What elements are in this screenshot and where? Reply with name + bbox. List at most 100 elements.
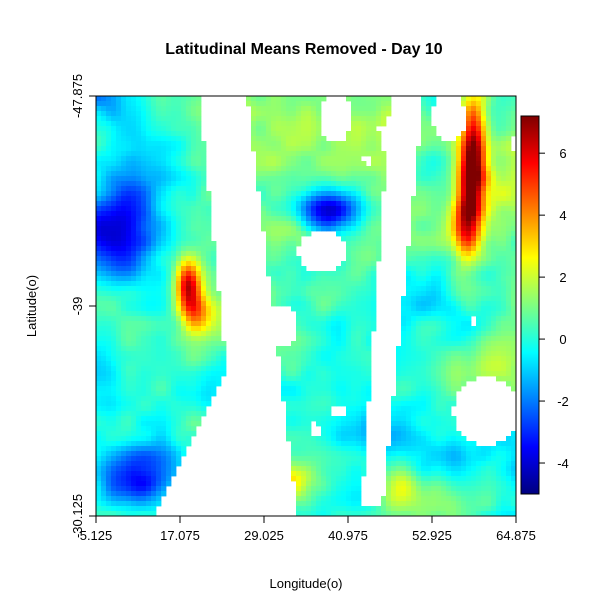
heatmap-cell	[426, 316, 432, 322]
heatmap-cell	[416, 451, 422, 457]
heatmap-cell	[471, 126, 477, 132]
heatmap-cell	[301, 326, 307, 332]
heatmap-cell	[411, 306, 417, 312]
heatmap-cell	[291, 146, 297, 152]
heatmap-cell	[321, 206, 327, 212]
heatmap-cell	[181, 226, 187, 232]
heatmap-cell	[346, 196, 352, 202]
heatmap-cell	[446, 501, 452, 507]
heatmap-cell	[481, 241, 487, 247]
heatmap-cell	[156, 306, 162, 312]
heatmap-cell	[176, 381, 182, 387]
heatmap-cell	[111, 126, 117, 132]
heatmap-cell	[101, 211, 107, 217]
heatmap-cell	[436, 471, 442, 477]
heatmap-cell	[371, 96, 377, 102]
heatmap-cell	[346, 396, 352, 402]
heatmap-cell	[306, 431, 312, 437]
heatmap-cell	[186, 291, 192, 297]
heatmap-cell	[196, 421, 202, 427]
heatmap-cell	[111, 451, 117, 457]
heatmap-cell	[506, 111, 512, 117]
heatmap-cell	[446, 486, 452, 492]
heatmap-cell	[511, 191, 517, 197]
heatmap-cell	[321, 306, 327, 312]
heatmap-cell	[486, 256, 492, 262]
heatmap-cell	[411, 231, 417, 237]
heatmap-cell	[296, 286, 302, 292]
heatmap-cell	[286, 351, 292, 357]
heatmap-cell	[106, 501, 112, 507]
heatmap-cell	[286, 421, 292, 427]
heatmap-cell	[126, 371, 132, 377]
heatmap-cell	[171, 451, 177, 457]
heatmap-cell	[481, 161, 487, 167]
heatmap-cell	[376, 116, 382, 122]
heatmap-cell	[331, 471, 337, 477]
heatmap-cell	[96, 441, 102, 447]
heatmap-cell	[146, 491, 152, 497]
heatmap-cell	[101, 301, 107, 307]
heatmap-cell	[101, 121, 107, 127]
heatmap-cell	[426, 456, 432, 462]
heatmap-cell	[171, 301, 177, 307]
heatmap-cell	[366, 316, 372, 322]
heatmap-cell	[421, 311, 427, 317]
heatmap-cell	[476, 291, 482, 297]
heatmap-cell	[151, 356, 157, 362]
heatmap-cell	[146, 186, 152, 192]
heatmap-cell	[261, 166, 267, 172]
heatmap-cell	[116, 226, 122, 232]
heatmap-cell	[511, 236, 517, 242]
heatmap-cell	[511, 366, 517, 372]
heatmap-cell	[141, 136, 147, 142]
heatmap-cell	[126, 386, 132, 392]
heatmap-cell	[481, 226, 487, 232]
heatmap-cell	[151, 376, 157, 382]
heatmap-cell	[106, 171, 112, 177]
heatmap-cell	[136, 316, 142, 322]
heatmap-cell	[201, 281, 207, 287]
heatmap-cell	[146, 171, 152, 177]
heatmap-cell	[126, 221, 132, 227]
heatmap-cell	[146, 341, 152, 347]
heatmap-cell	[476, 461, 482, 467]
heatmap-cell	[416, 386, 422, 392]
heatmap-cell	[376, 216, 382, 222]
heatmap-cell	[466, 241, 472, 247]
heatmap-cell	[436, 231, 442, 237]
heatmap-cell	[466, 226, 472, 232]
heatmap-cell	[376, 221, 382, 227]
heatmap-cell	[416, 146, 422, 152]
heatmap-cell	[366, 286, 372, 292]
heatmap-cell	[451, 491, 457, 497]
heatmap-cell	[366, 136, 372, 142]
heatmap-cell	[411, 291, 417, 297]
heatmap-cell	[166, 431, 172, 437]
heatmap-cell	[121, 481, 127, 487]
heatmap-cell	[106, 371, 112, 377]
heatmap-cell	[211, 336, 217, 342]
heatmap-cell	[111, 211, 117, 217]
heatmap-cell	[121, 401, 127, 407]
heatmap-cell	[356, 471, 362, 477]
heatmap-cell	[166, 266, 172, 272]
heatmap-cell	[266, 151, 272, 157]
heatmap-cell	[366, 221, 372, 227]
heatmap-cell	[416, 436, 422, 442]
heatmap-cell	[431, 466, 437, 472]
heatmap-cell	[461, 196, 467, 202]
heatmap-cell	[311, 281, 317, 287]
heatmap-cell	[421, 401, 427, 407]
heatmap-cell	[496, 261, 502, 267]
heatmap-cell	[161, 126, 167, 132]
heatmap-cell	[151, 136, 157, 142]
heatmap-cell	[491, 131, 497, 137]
heatmap-cell	[421, 146, 427, 152]
heatmap-cell	[206, 376, 212, 382]
heatmap-cell	[411, 351, 417, 357]
heatmap-cell	[296, 266, 302, 272]
heatmap-cell	[301, 106, 307, 112]
heatmap-cell	[131, 211, 137, 217]
heatmap-cell	[376, 246, 382, 252]
